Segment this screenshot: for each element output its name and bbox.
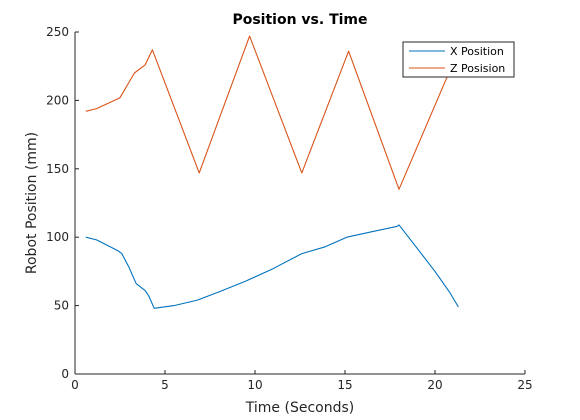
x-tick-label: 0 — [71, 378, 79, 392]
y-tick-label: 0 — [61, 367, 69, 381]
x-axis-label: Time (Seconds) — [245, 400, 354, 416]
legend-entry: X Position — [450, 45, 504, 58]
x-tick-label: 20 — [427, 378, 442, 392]
y-axis-label: Robot Position (mm) — [24, 132, 40, 274]
y-tick-label: 100 — [46, 230, 69, 244]
y-tick-label: 150 — [46, 162, 69, 176]
x-tick-label: 10 — [247, 378, 262, 392]
legend: X Position Z Posision — [403, 42, 514, 77]
legend-entry: Z Posision — [450, 62, 505, 75]
y-tick-label: 50 — [54, 299, 69, 313]
x-tick-label: 25 — [517, 378, 532, 392]
y-tick-label: 250 — [46, 25, 69, 39]
plot-area — [75, 32, 525, 374]
x-tick-label: 15 — [337, 378, 352, 392]
chart-title: Position vs. Time — [232, 12, 367, 28]
y-tick-label: 200 — [46, 93, 69, 107]
x-tick-label: 5 — [161, 378, 169, 392]
